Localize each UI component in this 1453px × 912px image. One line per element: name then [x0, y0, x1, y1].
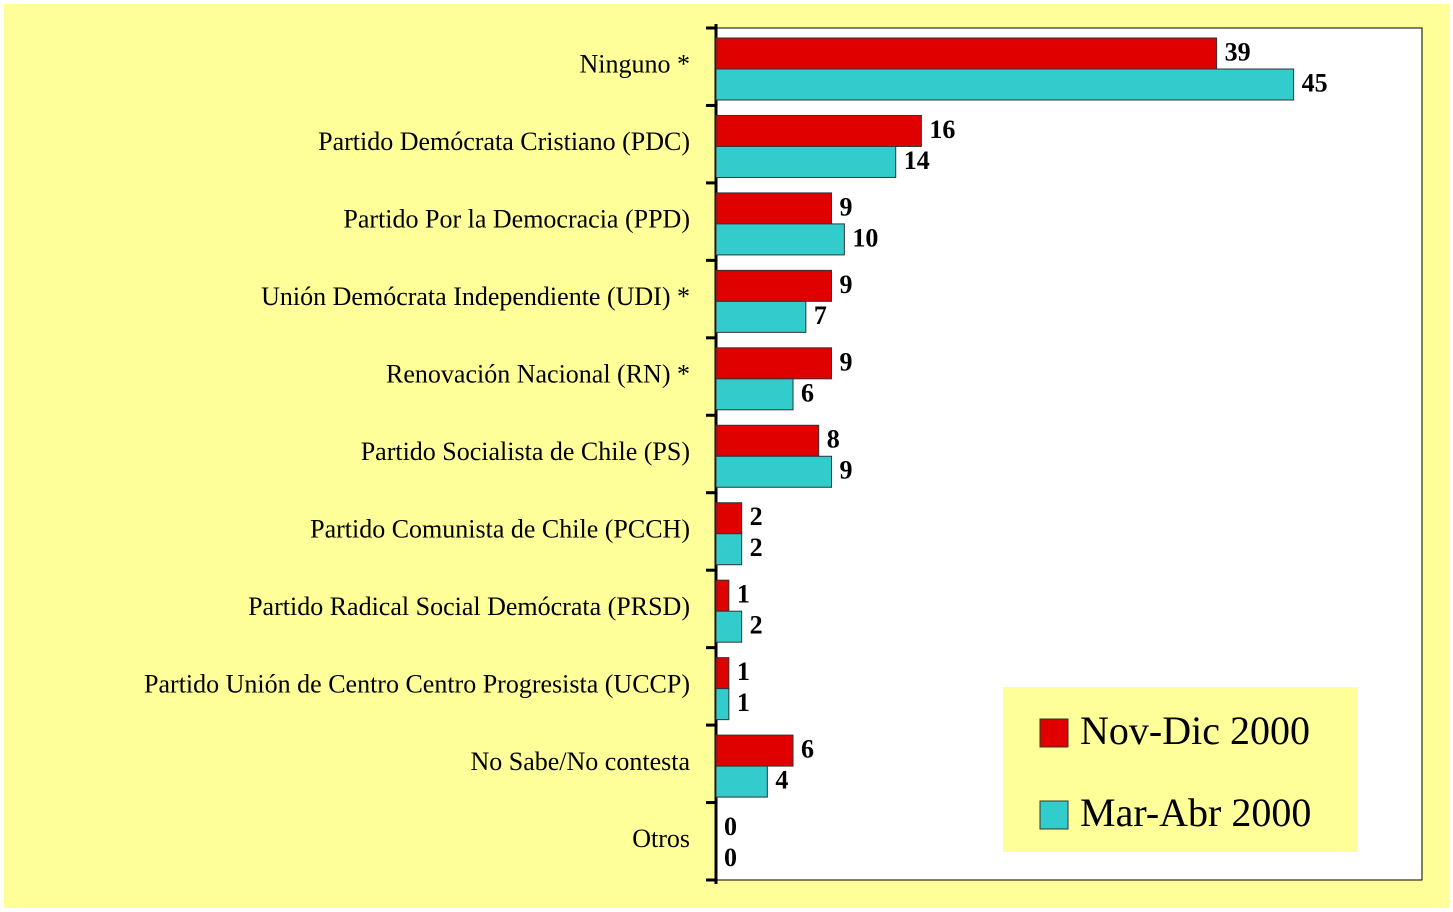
value-label: 6 [801, 378, 814, 407]
bar [715, 533, 743, 566]
value-label: 6 [801, 735, 814, 764]
legend-label: Mar-Abr 2000 [1080, 790, 1311, 835]
bar [715, 502, 743, 535]
category-label: Partido Unión de Centro Centro Progresis… [144, 669, 690, 698]
bar [715, 145, 897, 178]
legend-label: Nov-Dic 2000 [1080, 708, 1310, 753]
category-label: Renovación Nacional (RN) * [386, 360, 690, 389]
bar [715, 300, 807, 333]
value-label: 8 [827, 425, 840, 454]
bar [715, 378, 794, 411]
legend-swatch [1039, 800, 1069, 830]
category-label: Partido Radical Social Demócrata (PRSD) [248, 592, 690, 621]
bar [715, 269, 833, 302]
value-label: 14 [904, 146, 930, 175]
bar [715, 657, 730, 690]
value-label: 2 [750, 533, 763, 562]
bar [715, 734, 794, 767]
category-label: Otros [632, 824, 690, 853]
bar [715, 347, 833, 380]
bar [715, 68, 1295, 101]
bar [715, 37, 1218, 70]
value-label: 9 [840, 270, 853, 299]
bar [715, 688, 730, 721]
category-label: Partido Socialista de Chile (PS) [361, 437, 690, 466]
category-label: Partido Comunista de Chile (PCCH) [310, 514, 690, 543]
bar [715, 765, 768, 798]
value-label: 16 [929, 115, 955, 144]
bar [715, 114, 922, 147]
bar [715, 579, 730, 612]
value-label: 1 [737, 688, 750, 717]
value-label: 9 [840, 456, 853, 485]
value-label: 45 [1302, 68, 1328, 97]
value-label: 10 [852, 223, 878, 252]
value-label: 2 [750, 611, 763, 640]
value-label: 39 [1225, 37, 1251, 66]
value-label: 1 [737, 580, 750, 609]
bar [715, 424, 820, 457]
value-label: 9 [840, 347, 853, 376]
category-label: Ninguno * [580, 50, 691, 79]
value-label: 7 [814, 301, 827, 330]
category-label: Partido Demócrata Cristiano (PDC) [318, 127, 690, 156]
value-label: 0 [724, 843, 737, 872]
legend-swatch [1039, 718, 1069, 748]
bar [715, 455, 833, 488]
value-label: 0 [724, 812, 737, 841]
category-label: No Sabe/No contesta [470, 747, 690, 776]
value-label: 1 [737, 657, 750, 686]
bar [715, 610, 743, 643]
bar [715, 192, 833, 225]
category-label: Unión Demócrata Independiente (UDI) * [261, 282, 690, 311]
value-label: 4 [775, 766, 788, 795]
value-label: 9 [840, 192, 853, 221]
category-label: Partido Por la Democracia (PPD) [343, 205, 690, 234]
value-label: 2 [750, 502, 763, 531]
bar [715, 223, 845, 256]
